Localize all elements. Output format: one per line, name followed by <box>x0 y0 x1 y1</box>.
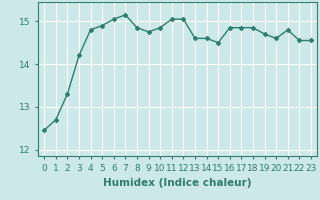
X-axis label: Humidex (Indice chaleur): Humidex (Indice chaleur) <box>103 178 252 188</box>
